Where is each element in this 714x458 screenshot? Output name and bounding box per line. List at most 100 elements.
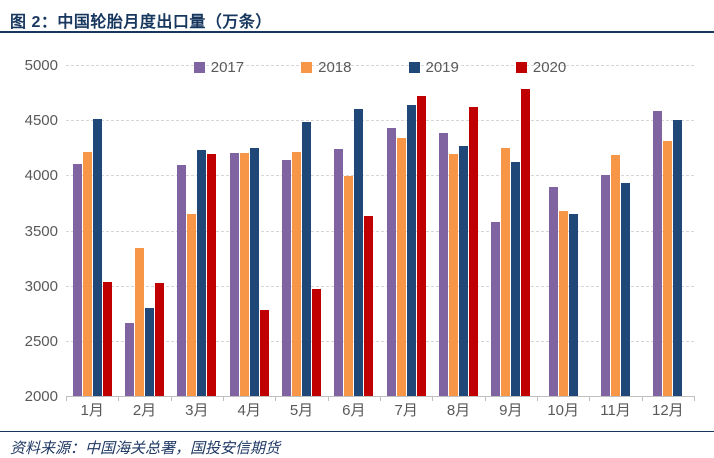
legend-swatch-2019 — [408, 61, 420, 73]
legend-swatch-2017 — [193, 61, 205, 73]
bar-2020-9月 — [521, 89, 531, 396]
x-axis-label-5月: 5月 — [289, 402, 314, 419]
bar-2019-10月 — [568, 213, 578, 396]
bar-group-7月 — [386, 95, 426, 396]
chart-plot-area — [66, 65, 694, 397]
bar-2017-7月 — [386, 127, 396, 396]
y-axis-label-4500: 4500 — [24, 112, 58, 130]
bar-2018-5月 — [292, 152, 301, 396]
x-axis-tick — [327, 396, 329, 401]
bar-group-10月 — [548, 187, 578, 396]
x-axis-tick — [694, 396, 695, 401]
bar-2017-8月 — [439, 133, 448, 396]
bar-2017-12月 — [653, 111, 663, 396]
x-axis-tick — [537, 396, 538, 401]
bar-2019-7月 — [406, 104, 416, 396]
bar-2019-8月 — [459, 145, 468, 396]
bar-group-11月 — [601, 155, 630, 396]
figure-title: 图 2：中国轮胎月度出口量（万条） — [10, 14, 272, 31]
gridline-4500 — [66, 120, 694, 122]
x-axis-tick — [432, 396, 434, 401]
gridline-3000 — [66, 285, 694, 287]
bar-2019-3月 — [197, 149, 207, 396]
legend-item-2019: 2019 — [408, 58, 459, 76]
bar-2017-3月 — [177, 165, 187, 396]
figure-footer: 资料来源：中国海关总署，国投安信期货 — [0, 431, 714, 458]
bar-2017-4月 — [229, 153, 239, 396]
bar-group-9月 — [491, 89, 531, 396]
bar-2019-2月 — [145, 307, 154, 396]
x-axis-label-12月: 12月 — [651, 402, 684, 419]
legend-item-2020: 2020 — [515, 60, 566, 75]
bar-2017-9月 — [491, 221, 501, 396]
bar-2019-1月 — [92, 119, 102, 396]
gridline-3500 — [66, 230, 694, 232]
x-axis-label-1月: 1月 — [80, 402, 104, 419]
legend-label-2018: 2018 — [318, 58, 352, 76]
bar-2018-3月 — [187, 213, 197, 396]
figure-header: 图 2：中国轮胎月度出口量（万条） — [0, 0, 714, 33]
x-axis-tick — [170, 396, 172, 401]
y-axis-label-4000: 4000 — [24, 167, 58, 185]
x-axis-label-11月: 11月 — [600, 402, 631, 419]
bar-2019-5月 — [302, 122, 311, 396]
bar-2018-9月 — [501, 147, 511, 396]
y-axis-label-2000: 2000 — [24, 388, 58, 405]
bar-2020-3月 — [207, 154, 217, 396]
bar-2020-5月 — [312, 288, 321, 396]
x-axis-tick — [66, 396, 67, 401]
bar-2019-9月 — [511, 162, 521, 396]
x-axis-label-6月: 6月 — [342, 402, 366, 419]
bar-2017-1月 — [72, 164, 82, 396]
bar-group-5月 — [282, 122, 321, 396]
bar-2018-6月 — [344, 176, 354, 396]
legend-label-2019: 2019 — [425, 58, 459, 76]
x-axis-tick — [641, 396, 643, 401]
x-axis-tick — [380, 396, 381, 401]
bar-2020-7月 — [416, 95, 426, 396]
y-axis-label-3000: 3000 — [24, 277, 58, 295]
bar-2020-8月 — [469, 106, 478, 396]
bar-2018-1月 — [82, 152, 92, 396]
x-axis-label-3月: 3月 — [185, 402, 209, 419]
gridline-2500 — [66, 340, 694, 342]
bar-2019-4月 — [249, 147, 259, 396]
x-axis-tick — [275, 396, 277, 401]
legend-label-2017: 2017 — [210, 58, 245, 76]
bar-2018-12月 — [663, 141, 673, 396]
x-axis-label-9月: 9月 — [499, 402, 523, 419]
bar-2018-8月 — [449, 154, 458, 396]
x-axis-tick — [484, 396, 486, 401]
bar-group-1月 — [72, 119, 112, 396]
bar-2018-4月 — [239, 153, 249, 396]
bar-2018-7月 — [396, 137, 406, 396]
y-axis-label-3500: 3500 — [24, 222, 58, 240]
y-axis-label-5000: 5000 — [24, 57, 58, 74]
bar-2018-11月 — [611, 155, 620, 396]
x-axis-label-10月: 10月 — [547, 402, 579, 419]
chart-legend: 2017 2018 2019 2020 — [66, 56, 694, 78]
bar-group-6月 — [334, 109, 374, 396]
data-source-note: 资料来源：中国海关总署，国投安信期货 — [10, 440, 281, 457]
x-axis-tick — [589, 396, 591, 401]
bar-2018-2月 — [135, 248, 144, 396]
bar-2020-4月 — [259, 309, 269, 396]
bar-2017-11月 — [601, 175, 610, 396]
bar-2020-2月 — [155, 283, 164, 396]
bar-2017-6月 — [334, 148, 344, 396]
bar-2017-5月 — [282, 159, 291, 396]
bar-group-4月 — [229, 147, 269, 396]
bar-group-8月 — [439, 106, 478, 396]
x-axis-tick — [223, 396, 224, 401]
bar-2019-12月 — [673, 120, 683, 396]
bar-group-2月 — [125, 248, 164, 396]
gridline-4000 — [66, 175, 694, 177]
x-axis-tick — [118, 396, 120, 401]
bar-2018-10月 — [558, 210, 568, 396]
bar-group-3月 — [177, 149, 217, 396]
x-axis-label-2月: 2月 — [132, 402, 157, 419]
y-axis-label-2500: 2500 — [24, 332, 58, 350]
bar-2020-6月 — [364, 216, 374, 396]
legend-item-2017: 2017 — [193, 58, 245, 76]
bar-2019-6月 — [354, 109, 364, 396]
